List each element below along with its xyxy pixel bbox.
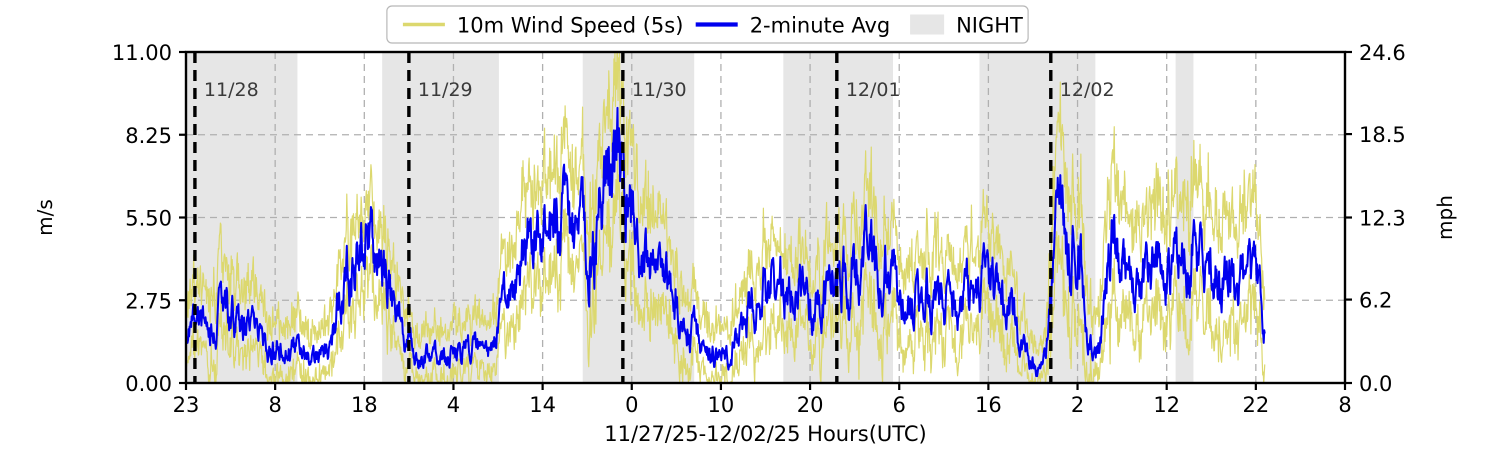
- y-tick-label-right: 12.3: [1359, 207, 1406, 231]
- day-divider-label-12-02: 12/02: [1060, 79, 1115, 101]
- legend-label-0: 10m Wind Speed (5s): [457, 14, 684, 38]
- legend-label-1: 2-minute Avg: [750, 14, 891, 38]
- x-tick-label: 18: [351, 393, 378, 417]
- y-tick-label-left: 8.25: [125, 124, 172, 148]
- y-tick-label-left: 5.50: [125, 207, 172, 231]
- y-axis-left: 0.00 2.75 5.50 8.25 11.00 m/s: [33, 41, 186, 396]
- legend-label-2: NIGHT: [956, 14, 1023, 38]
- day-dividers: 11/28 11/29 11/30 12/01 12/02: [193, 52, 1115, 383]
- y-axis-right: 0.0 6.2 12.3 18.5 24.6 mph: [1345, 41, 1457, 396]
- x-tick-label: 6: [893, 393, 906, 417]
- x-tick-label: 4: [447, 393, 460, 417]
- day-divider-label-11-30: 11/30: [632, 79, 687, 101]
- x-tick-label: 16: [975, 393, 1002, 417]
- day-divider-label-11-29: 11/29: [418, 79, 473, 101]
- day-divider-label-12-01: 12/01: [846, 79, 901, 101]
- y-tick-label-left: 0.00: [125, 372, 172, 396]
- legend-marker-patch-2: [910, 14, 945, 35]
- y-tick-label-right: 0.0: [1359, 372, 1392, 396]
- series-10m-wind-speed-5s-lull: [186, 159, 1266, 383]
- x-tick-label: 14: [529, 393, 556, 417]
- y-tick-label-right: 18.5: [1359, 123, 1406, 147]
- x-tick-label: 2: [1071, 393, 1084, 417]
- x-tick-label: 8: [1338, 393, 1351, 417]
- x-axis: 23 8 18 4 14 0 10 20 6 16 2 12 22 8 11/27/25-12/02/25 …: [173, 383, 1352, 446]
- y-tick-label-left: 2.75: [125, 289, 172, 313]
- y-tick-label-left: 11.00: [112, 41, 172, 65]
- series-2-minute-avg: [186, 106, 1266, 378]
- x-tick-label: 10: [708, 393, 735, 417]
- y-tick-label-right: 6.2: [1359, 289, 1392, 313]
- x-tick-label: 22: [1242, 393, 1269, 417]
- series-group: [186, 52, 1266, 383]
- x-tick-label: 20: [797, 393, 824, 417]
- legend: 10m Wind Speed (5s) 2-minute Avg NIGHT: [386, 5, 1029, 44]
- y-axis-title-left: m/s: [33, 199, 57, 236]
- x-tick-label: 8: [268, 393, 281, 417]
- series-10m-wind-speed-5s-gust: [186, 52, 1266, 357]
- day-divider-label-11-28: 11/28: [204, 79, 259, 101]
- x-tick-label: 0: [625, 393, 638, 417]
- x-tick-label: 12: [1153, 393, 1180, 417]
- x-axis-title: 11/27/25-12/02/25 Hours(UTC): [604, 422, 926, 446]
- y-tick-label-right: 24.6: [1359, 41, 1406, 65]
- x-tick-label: 23: [173, 393, 200, 417]
- y-axis-title-right: mph: [1433, 195, 1457, 240]
